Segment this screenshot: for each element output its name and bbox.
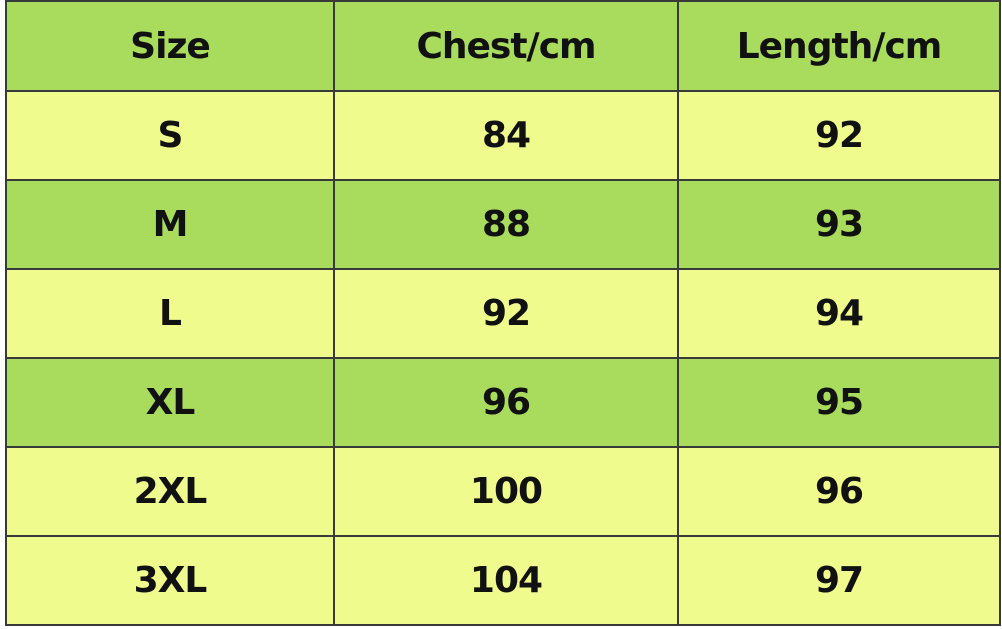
table-body: S 84 92 M 88 93 L 92 94 XL 96 95 2XL 100 96 3XL 104 97 <box>5 90 1001 626</box>
table-row: 3XL 104 97 <box>5 535 1001 626</box>
table-cell: 96 <box>333 357 679 448</box>
header-cell: Chest/cm <box>333 0 679 92</box>
table-cell: S <box>5 90 335 181</box>
table-row: XL 96 95 <box>5 357 1001 448</box>
table-cell: 97 <box>677 535 1001 626</box>
table-cell: XL <box>5 357 335 448</box>
table-row: L 92 94 <box>5 268 1001 359</box>
size-table: Size Chest/cm Length/cm S 84 92 M 88 93 L 92 94 XL 9… <box>5 0 1001 626</box>
table-cell: L <box>5 268 335 359</box>
table-cell: 2XL <box>5 446 335 537</box>
header-cell: Size <box>5 0 335 92</box>
table-cell: 94 <box>677 268 1001 359</box>
header-cell: Length/cm <box>677 0 1001 92</box>
table-cell: 95 <box>677 357 1001 448</box>
table-cell: 100 <box>333 446 679 537</box>
table-cell: 92 <box>677 90 1001 181</box>
table-row: M 88 93 <box>5 179 1001 270</box>
table-cell: M <box>5 179 335 270</box>
table-cell: 3XL <box>5 535 335 626</box>
table-cell: 88 <box>333 179 679 270</box>
table-cell: 96 <box>677 446 1001 537</box>
table-row: S 84 92 <box>5 90 1001 181</box>
table-header: Size Chest/cm Length/cm <box>5 0 1001 92</box>
header-row: Size Chest/cm Length/cm <box>5 0 1001 92</box>
table-cell: 104 <box>333 535 679 626</box>
table-row: 2XL 100 96 <box>5 446 1001 537</box>
table-cell: 84 <box>333 90 679 181</box>
table-cell: 92 <box>333 268 679 359</box>
table-cell: 93 <box>677 179 1001 270</box>
